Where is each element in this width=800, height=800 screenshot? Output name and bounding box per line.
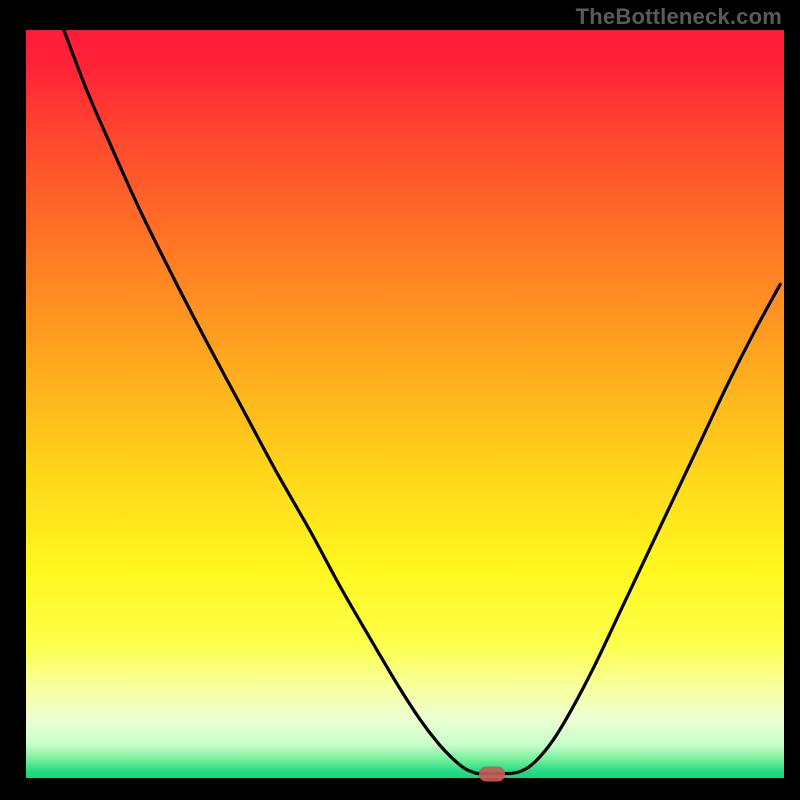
- bottleneck-curve: [26, 30, 784, 778]
- chart-frame: TheBottleneck.com: [0, 0, 800, 800]
- plot-area: [26, 30, 784, 778]
- watermark-text: TheBottleneck.com: [576, 4, 782, 30]
- optimum-marker: [479, 766, 505, 781]
